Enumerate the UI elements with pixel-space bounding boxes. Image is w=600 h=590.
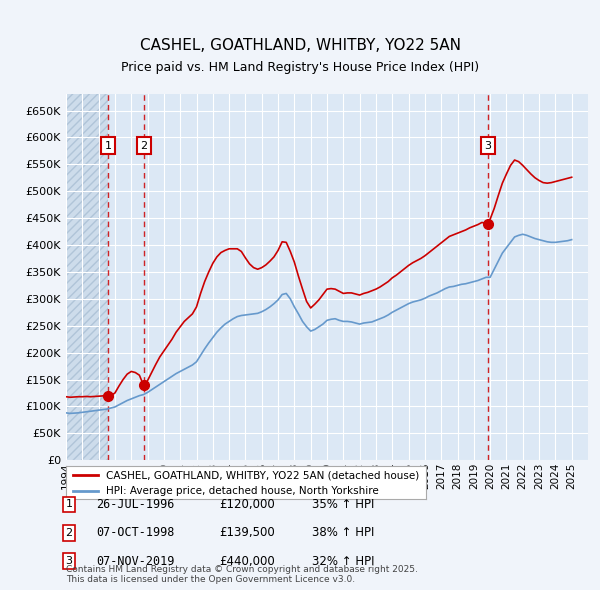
Text: 1: 1 [65, 500, 73, 509]
Text: £120,000: £120,000 [219, 498, 275, 511]
Text: CASHEL, GOATHLAND, WHITBY, YO22 5AN (detached house): CASHEL, GOATHLAND, WHITBY, YO22 5AN (det… [106, 470, 419, 480]
Text: HPI: Average price, detached house, North Yorkshire: HPI: Average price, detached house, Nort… [106, 486, 379, 496]
Text: 2: 2 [65, 528, 73, 537]
Text: 38% ↑ HPI: 38% ↑ HPI [312, 526, 374, 539]
Text: £139,500: £139,500 [219, 526, 275, 539]
Text: 3: 3 [65, 556, 73, 566]
Text: 2: 2 [140, 140, 148, 150]
Bar [66, 94, 108, 460]
Text: 35% ↑ HPI: 35% ↑ HPI [312, 498, 374, 511]
Text: 32% ↑ HPI: 32% ↑ HPI [312, 555, 374, 568]
Text: £440,000: £440,000 [219, 555, 275, 568]
Text: 3: 3 [484, 140, 491, 150]
Text: Contains HM Land Registry data © Crown copyright and database right 2025.
This d: Contains HM Land Registry data © Crown c… [66, 565, 418, 584]
Text: 07-NOV-2019: 07-NOV-2019 [96, 555, 175, 568]
Text: CASHEL, GOATHLAND, WHITBY, YO22 5AN: CASHEL, GOATHLAND, WHITBY, YO22 5AN [139, 38, 461, 53]
Text: 26-JUL-1996: 26-JUL-1996 [96, 498, 175, 511]
Text: Price paid vs. HM Land Registry's House Price Index (HPI): Price paid vs. HM Land Registry's House … [121, 61, 479, 74]
Bar [66, 94, 108, 460]
Text: 1: 1 [104, 140, 112, 150]
Text: 07-OCT-1998: 07-OCT-1998 [96, 526, 175, 539]
